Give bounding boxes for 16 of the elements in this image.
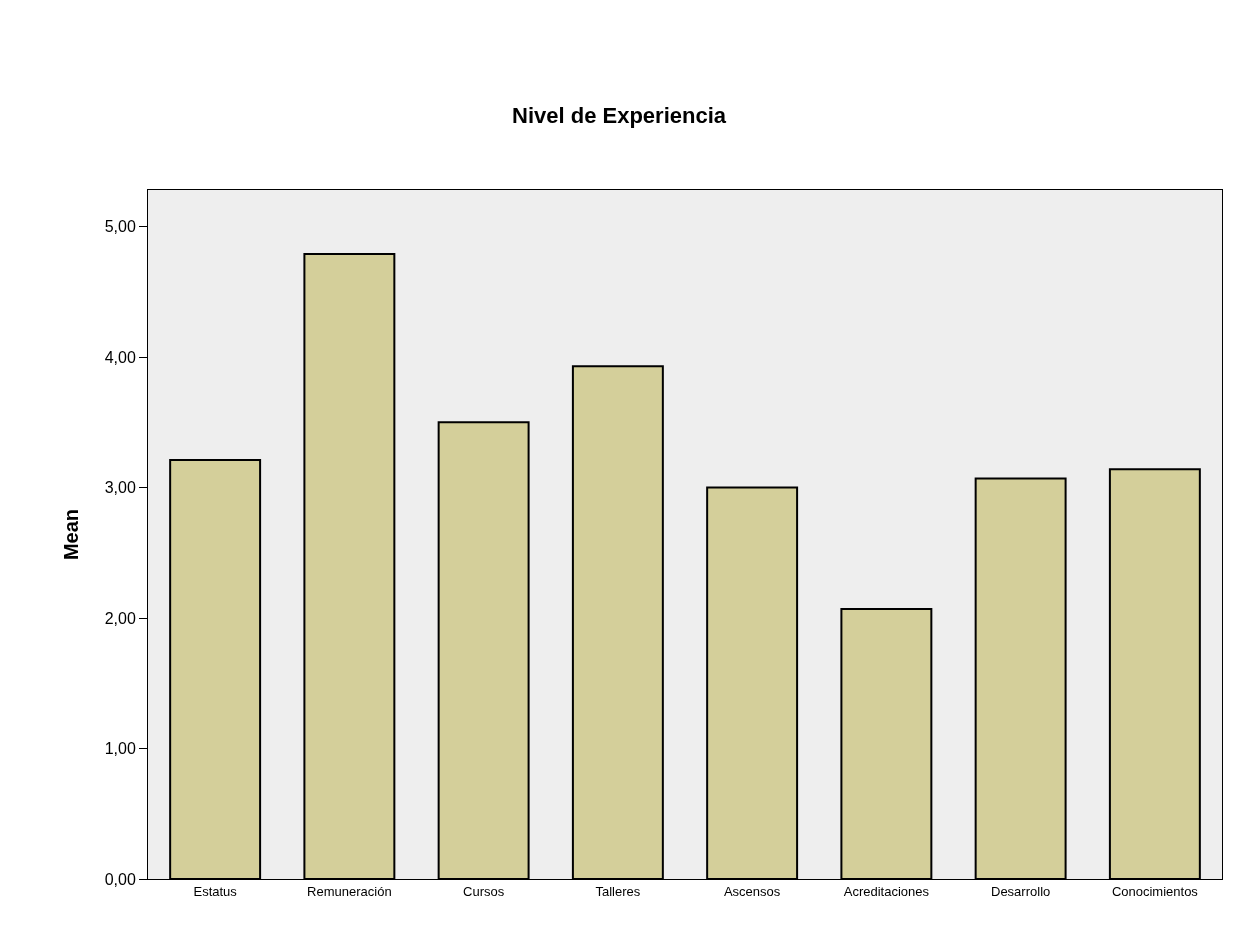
x-tick-label: Desarrollo: [991, 883, 1051, 899]
x-tick-label: Remuneración: [307, 883, 392, 899]
x-tick-label: Acreditaciones: [843, 883, 930, 899]
chart-title: Nivel de Experiencia: [512, 102, 727, 128]
x-tick-label: Ascensos: [723, 883, 781, 899]
x-tick-label: Cursos: [463, 883, 505, 899]
y-tick-label: 5,00: [104, 218, 136, 236]
y-tick-label: 4,00: [104, 348, 136, 366]
y-tick-label: 0,00: [104, 870, 136, 888]
y-axis-title: Mean: [60, 508, 83, 561]
x-tick-label: Talleres: [595, 883, 641, 899]
x-tick-label: Estatus: [193, 883, 238, 899]
y-tick-label: 2,00: [104, 609, 136, 627]
y-tick-label: 1,00: [104, 740, 136, 758]
y-tick-label: 3,00: [104, 479, 136, 497]
x-tick-label: Conocimientos: [1111, 883, 1199, 899]
